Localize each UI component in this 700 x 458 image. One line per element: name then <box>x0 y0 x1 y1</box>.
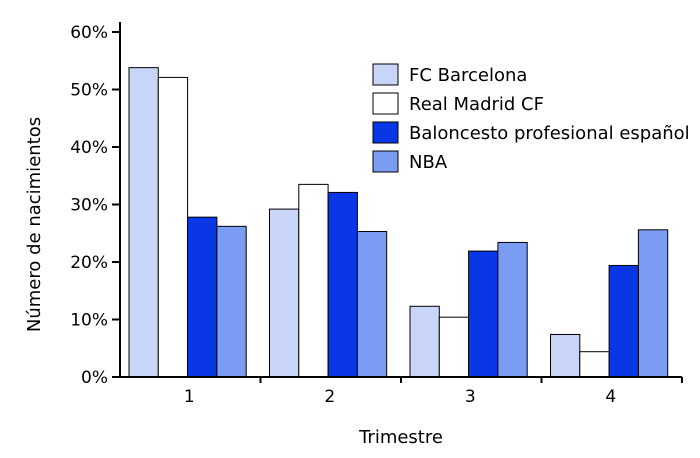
x-ticks-group: 1 2 3 4 <box>184 377 683 407</box>
y-ticks-group: 0% 10% 20% 30% 40% 50% 60% <box>70 23 120 388</box>
y-tick-label: 10% <box>70 311 108 331</box>
bar-fc-barcelona-q3 <box>409 305 440 378</box>
y-tick-label: 40% <box>70 138 108 158</box>
bar-real-madrid-cf-q2 <box>298 183 329 378</box>
x-tick-label: 1 <box>184 387 195 407</box>
x-tick-label: 4 <box>605 387 616 407</box>
legend-swatch <box>372 150 399 173</box>
bars-group <box>128 67 669 378</box>
bar-fc-barcelona-q2 <box>269 208 300 378</box>
bar-baloncesto-profesional-espa-ol-q4 <box>608 264 639 378</box>
bar-nba-q2 <box>356 231 388 378</box>
legend-label: FC Barcelona <box>409 65 527 86</box>
legend-label: Baloncesto profesional español <box>409 123 690 144</box>
x-tick-label: 2 <box>324 387 335 407</box>
bar-baloncesto-profesional-espa-ol-q3 <box>468 250 499 378</box>
bar-real-madrid-cf-q1 <box>157 76 189 378</box>
y-tick-label: 20% <box>70 253 108 273</box>
y-tick-label: 30% <box>70 196 108 216</box>
bar-nba-q1 <box>216 225 247 378</box>
bar-baloncesto-profesional-espa-ol-q2 <box>327 191 358 378</box>
bar-fc-barcelona-q1 <box>128 67 159 378</box>
x-tick-label: 3 <box>465 387 476 407</box>
y-tick-label: 0% <box>81 368 108 388</box>
y-tick-label: 60% <box>70 23 108 43</box>
legend: FC Barcelona Real Madrid CF Baloncesto pro… <box>372 63 690 173</box>
y-axis-title: Número de nacimientos <box>24 117 45 332</box>
bar-nba-q3 <box>497 241 528 378</box>
legend-swatch <box>372 63 399 86</box>
y-tick-label: 50% <box>70 81 108 101</box>
bar-real-madrid-cf-q3 <box>438 316 470 378</box>
bar-baloncesto-profesional-espa-ol-q1 <box>187 216 218 378</box>
legend-swatch <box>372 121 399 144</box>
legend-label: NBA <box>409 152 448 173</box>
x-axis-title: Trimestre <box>358 427 443 448</box>
legend-label: Real Madrid CF <box>409 94 544 115</box>
legend-swatch <box>372 92 399 115</box>
bar-real-madrid-cf-q4 <box>579 351 610 378</box>
bar-fc-barcelona-q4 <box>550 333 581 378</box>
bar-nba-q4 <box>637 229 669 378</box>
